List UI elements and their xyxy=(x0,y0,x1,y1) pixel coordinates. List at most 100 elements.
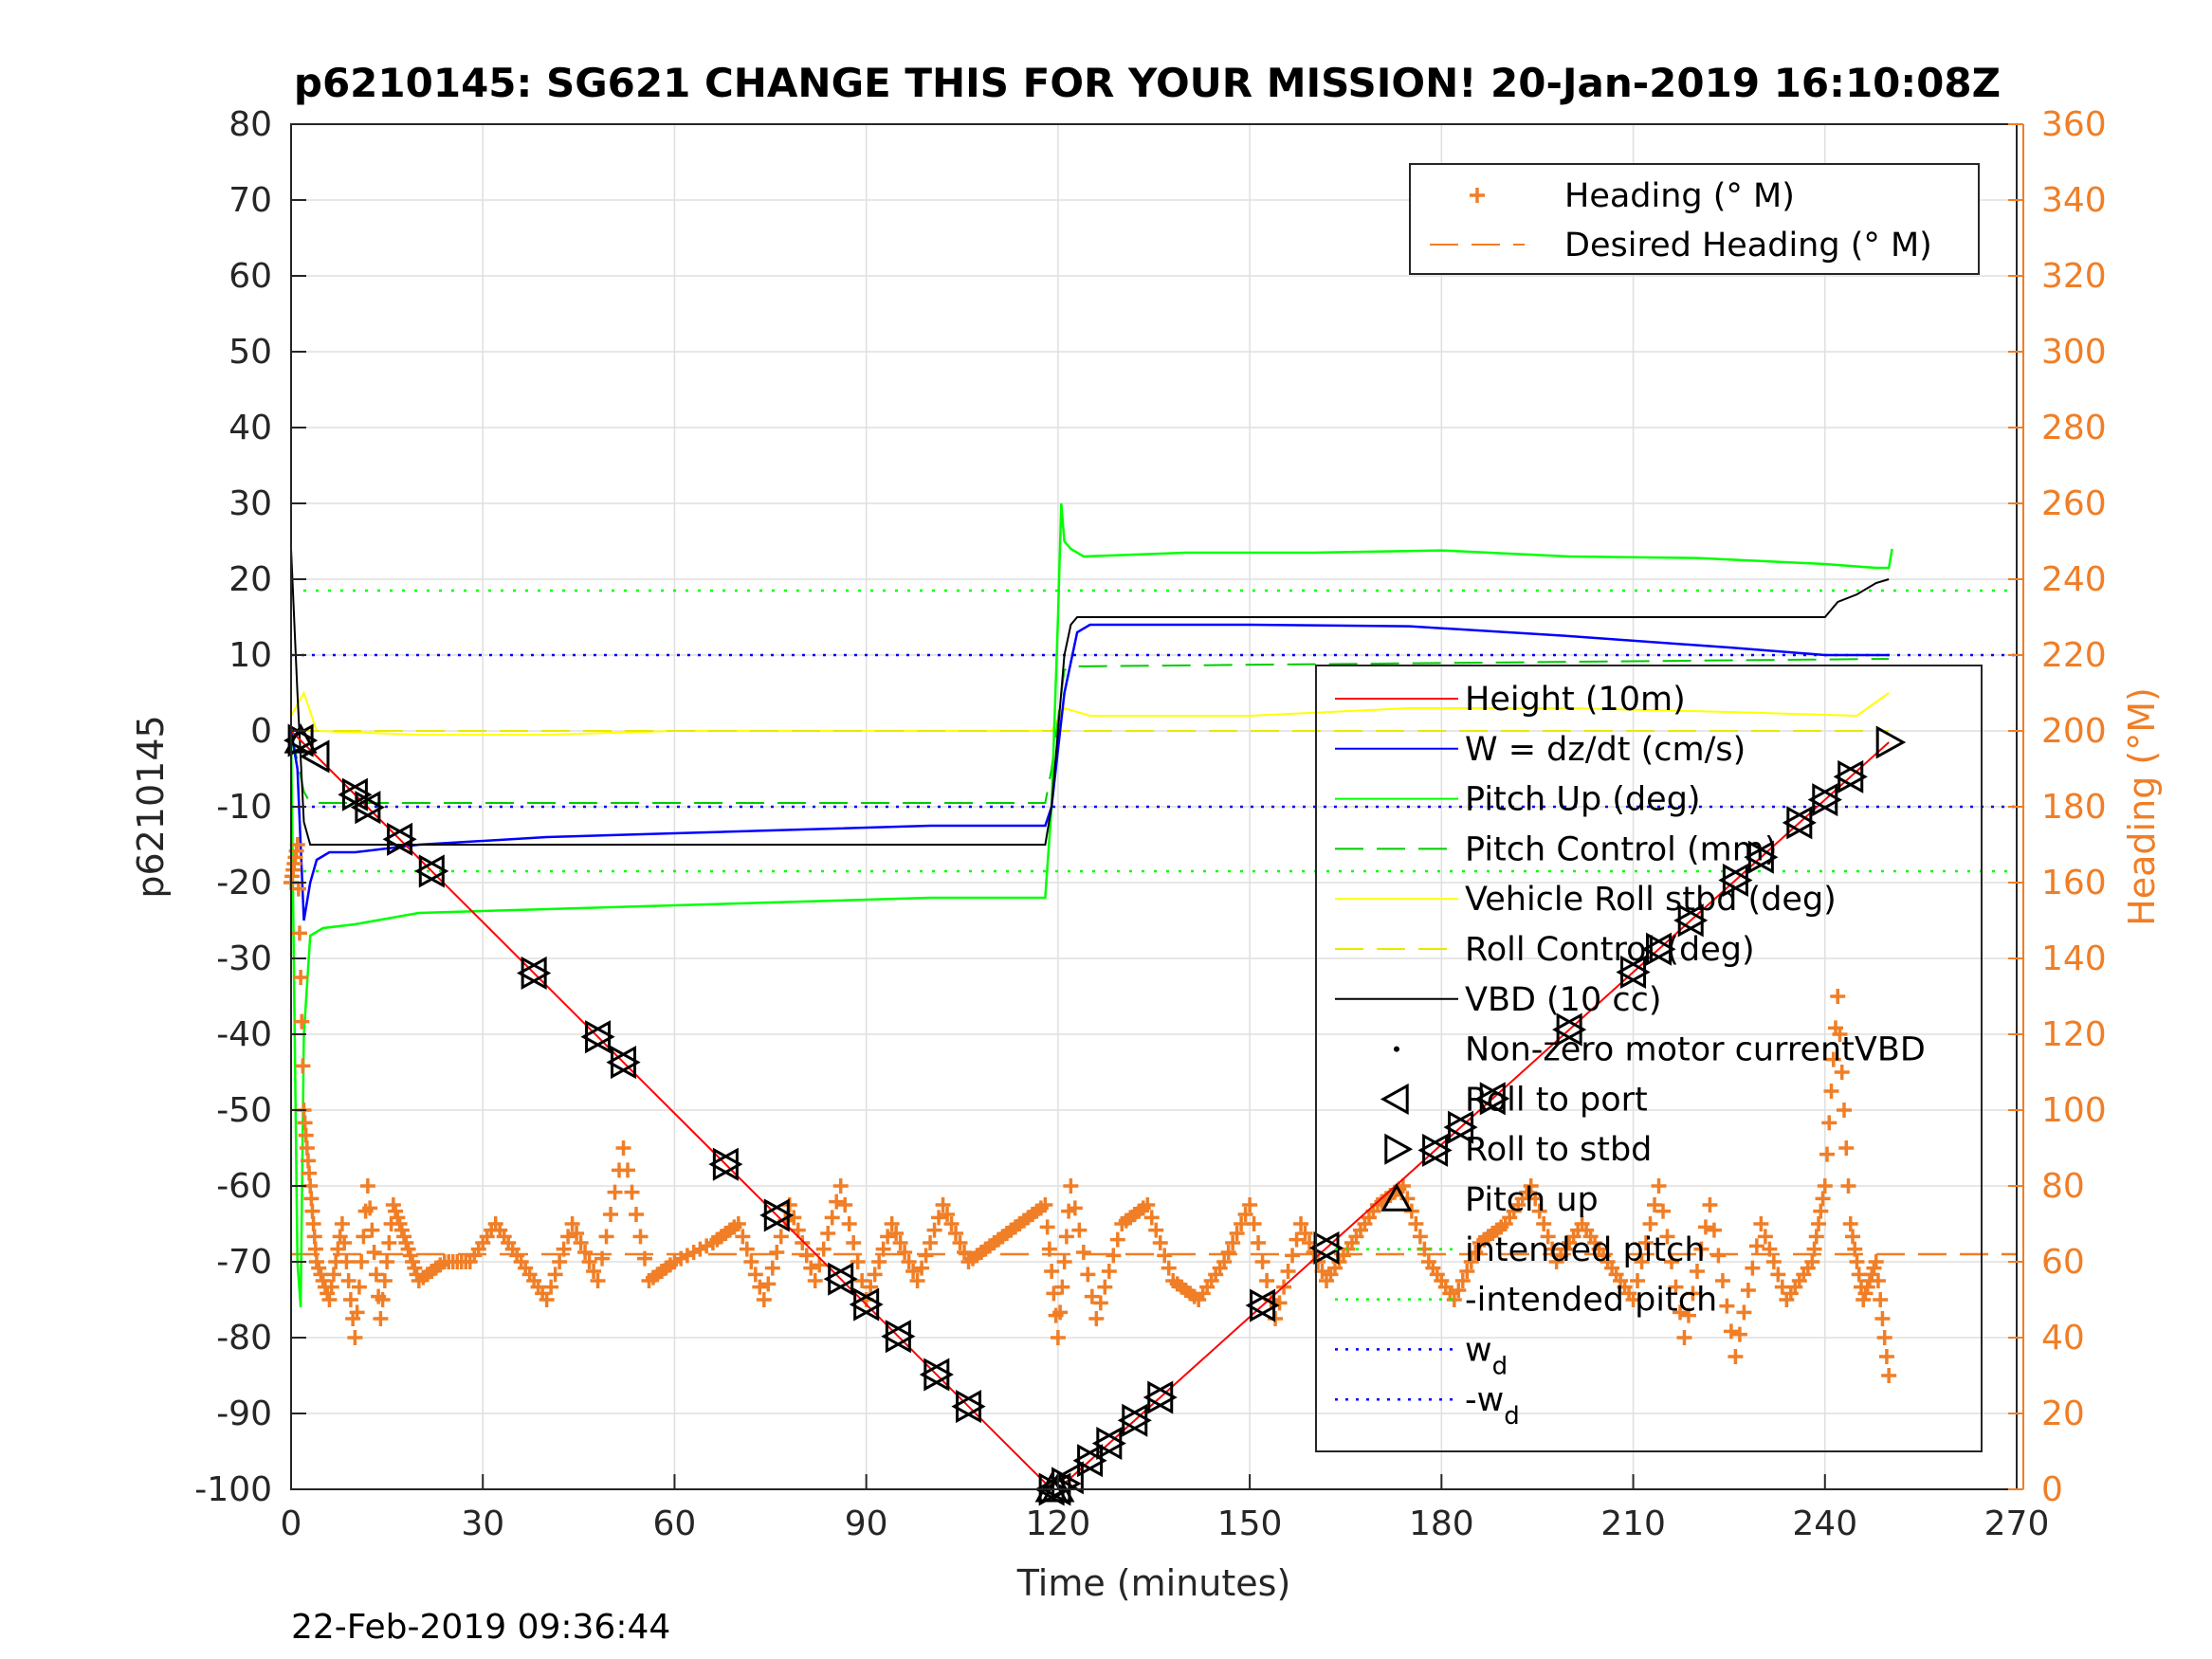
heading-point xyxy=(342,1292,358,1307)
y-tick-label-left: 60 xyxy=(229,257,272,296)
roll-to-stbd-marker xyxy=(1096,1426,1126,1461)
heading-point xyxy=(289,837,305,852)
heading-point xyxy=(1242,1197,1258,1212)
x-tick-label: 30 xyxy=(461,1504,504,1543)
heading-point xyxy=(1161,1260,1177,1276)
heading-point xyxy=(837,1197,853,1212)
heading-point xyxy=(1849,1254,1865,1269)
roll-to-stbd-marker xyxy=(1747,840,1779,874)
heading-point xyxy=(1289,1231,1305,1248)
heading-point xyxy=(820,1226,836,1241)
roll-to-stbd-marker xyxy=(885,1320,916,1354)
heading-point xyxy=(1697,1219,1713,1235)
heading-point xyxy=(556,1241,572,1257)
heading-point xyxy=(603,1207,619,1222)
roll-to-stbd-marker xyxy=(1147,1380,1178,1414)
heading-point xyxy=(850,1254,866,1269)
roll-to-stbd-marker xyxy=(287,723,319,757)
heading-point xyxy=(1463,1254,1479,1269)
heading-point xyxy=(943,1216,960,1231)
heading-point xyxy=(325,1267,341,1283)
y-tick-label-left: -10 xyxy=(216,788,272,827)
legend-symbol xyxy=(1394,1046,1399,1052)
legend-main-label: Roll to port xyxy=(1465,1081,1648,1119)
y-axis-label-left: p6210145 xyxy=(130,715,172,898)
timestamp: 22-Feb-2019 09:36:44 xyxy=(291,1608,670,1647)
heading-point xyxy=(798,1248,814,1264)
heading-point xyxy=(1819,1146,1836,1162)
roll-to-stbd-marker xyxy=(763,1198,795,1232)
heading-point xyxy=(1702,1197,1718,1212)
heading-point xyxy=(1251,1235,1267,1250)
heading-point xyxy=(888,1226,905,1241)
heading-point xyxy=(1148,1222,1164,1238)
roll-to-stbd-marker xyxy=(1077,1444,1107,1478)
heading-point xyxy=(1254,1254,1271,1269)
heading-point xyxy=(1748,1238,1764,1254)
x-tick-label: 210 xyxy=(1600,1504,1666,1543)
heading-point xyxy=(337,1235,353,1250)
heading-point xyxy=(347,1330,363,1345)
y-tick-label-right: 180 xyxy=(2041,788,2107,827)
heading-point xyxy=(1451,1283,1467,1298)
roll-to-stbd-marker xyxy=(611,1046,641,1080)
heading-point xyxy=(1625,1292,1641,1307)
heading-point xyxy=(867,1267,883,1283)
heading-point xyxy=(905,1264,922,1279)
heading-point xyxy=(294,1013,310,1030)
heading-point xyxy=(1745,1260,1761,1276)
heading-point xyxy=(1225,1235,1241,1250)
heading-point xyxy=(752,1279,768,1295)
heading-point xyxy=(1152,1235,1168,1250)
heading-point xyxy=(624,1184,640,1200)
y-tick-label-right: 220 xyxy=(2041,636,2107,675)
y-tick-label-right: 80 xyxy=(2041,1167,2085,1206)
heading-point xyxy=(375,1292,391,1307)
heading-point xyxy=(1765,1254,1782,1269)
heading-point xyxy=(547,1267,563,1283)
roll-to-stbd-marker xyxy=(1722,863,1753,898)
heading-point xyxy=(1075,1245,1091,1260)
heading-point xyxy=(581,1254,597,1269)
heading-point xyxy=(1092,1295,1108,1311)
heading-point xyxy=(1446,1292,1462,1307)
heading-point xyxy=(769,1245,785,1260)
heading-point xyxy=(338,1254,355,1269)
heading-point xyxy=(1837,1103,1852,1118)
heading-point xyxy=(760,1276,777,1292)
heading-point xyxy=(1659,1229,1675,1245)
roll-to-stbd-marker xyxy=(1122,1403,1152,1437)
roll-to-stbd-marker xyxy=(1837,759,1868,793)
y-tick-label-left: -20 xyxy=(216,864,272,902)
heading-point xyxy=(1297,1226,1313,1241)
heading-point xyxy=(334,1216,350,1231)
legend-main-label: -intended pitch xyxy=(1465,1282,1717,1320)
heading-point xyxy=(1844,1229,1860,1245)
heading-point xyxy=(1676,1330,1692,1345)
heading-point xyxy=(1689,1264,1705,1279)
roll-to-stbd-marker xyxy=(1620,955,1651,990)
heading-point xyxy=(739,1241,755,1257)
heading-point xyxy=(871,1254,887,1269)
heading-point xyxy=(543,1279,559,1295)
heading-point xyxy=(854,1273,870,1288)
heading-point xyxy=(1638,1235,1654,1250)
heading-point xyxy=(1825,1051,1841,1067)
heading-point xyxy=(1058,1229,1074,1245)
heading-point xyxy=(1838,1140,1855,1156)
y-tick-label-right: 320 xyxy=(2041,257,2107,296)
x-tick-label: 150 xyxy=(1217,1504,1283,1543)
series-vbd xyxy=(290,548,1890,846)
heading-point xyxy=(1536,1216,1552,1231)
heading-point xyxy=(923,1235,939,1250)
roll-to-stbd-marker xyxy=(1677,903,1709,938)
heading-point xyxy=(1770,1267,1786,1283)
y-tick-label-left: -30 xyxy=(216,939,272,978)
heading-point xyxy=(1454,1273,1471,1288)
heading-point xyxy=(935,1197,951,1212)
heading-point xyxy=(1216,1254,1233,1269)
heading-point xyxy=(812,1257,828,1273)
heading-point xyxy=(747,1267,763,1283)
roll-to-stbd-marker xyxy=(585,1020,615,1054)
